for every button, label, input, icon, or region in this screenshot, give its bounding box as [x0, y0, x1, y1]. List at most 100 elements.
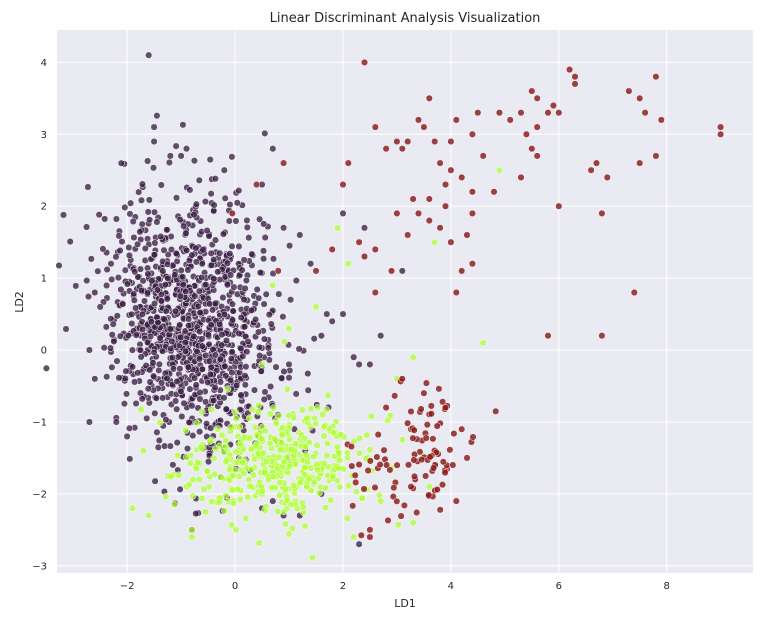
scatter-point-series-1 [237, 391, 245, 399]
scatter-point-series-1 [355, 360, 363, 368]
scatter-point-series-2 [263, 458, 271, 466]
scatter-point-series-1 [87, 255, 95, 263]
scatter-point-series-1 [241, 323, 249, 331]
scatter-point-series-1 [172, 397, 180, 405]
scatter-point-series-2 [287, 501, 295, 509]
scatter-point-series-2 [333, 476, 341, 485]
scatter-point-series-2 [224, 385, 232, 393]
scatter-point-series-1 [226, 201, 234, 209]
scatter-point-series-3 [360, 252, 369, 261]
scatter-point-series-1 [155, 360, 163, 368]
scatter-point-series-1 [188, 402, 196, 410]
scatter-point-series-1 [269, 145, 277, 153]
scatter-point-series-1 [183, 246, 191, 254]
scatter-point-series-3 [517, 173, 525, 181]
scatter-point-series-3 [366, 533, 374, 541]
scatter-point-series-1 [243, 348, 251, 356]
scatter-point-series-1 [198, 365, 206, 373]
scatter-point-series-3 [420, 123, 428, 131]
x-axis-ticks: −2 0 2 4 6 8 [120, 581, 670, 592]
scatter-point-series-1 [134, 240, 142, 248]
scatter-point-series-1 [132, 399, 140, 408]
scatter-point-series-1 [115, 232, 123, 240]
scatter-point-series-1 [196, 388, 204, 396]
scatter-point-series-1 [157, 232, 165, 241]
scatter-point-series-2 [323, 440, 332, 448]
scatter-point-series-3 [393, 209, 401, 217]
scatter-point-series-3 [449, 461, 457, 469]
scatter-point-series-1 [247, 306, 255, 314]
scatter-point-series-2 [261, 427, 269, 435]
scatter-point-series-1 [199, 246, 207, 254]
scatter-point-series-3 [555, 202, 563, 210]
scatter-point-series-3 [587, 166, 595, 174]
scatter-point-series-2 [271, 435, 279, 443]
scatter-point-series-1 [219, 230, 227, 238]
scatter-point-series-1 [287, 296, 295, 304]
scatter-point-series-3 [436, 224, 444, 232]
scatter-point-series-1 [119, 300, 127, 308]
scatter-point-series-2 [188, 526, 196, 534]
scatter-point-series-2 [253, 431, 261, 439]
scatter-point-series-2 [344, 260, 352, 268]
scatter-point-series-1 [112, 418, 120, 426]
scatter-point-series-1 [257, 367, 265, 375]
scatter-point-series-1 [117, 159, 125, 167]
scatter-point-series-2 [156, 419, 164, 427]
scatter-point-series-3 [625, 87, 633, 95]
scatter-point-series-2 [248, 406, 257, 414]
scatter-point-series-2 [479, 339, 487, 347]
scatter-point-series-1 [254, 328, 263, 336]
scatter-point-series-1 [117, 285, 125, 294]
scatter-point-series-2 [322, 504, 330, 512]
scatter-point-series-1 [149, 359, 157, 367]
scatter-point-series-3 [441, 404, 450, 412]
scatter-point-series-1 [339, 310, 347, 318]
scatter-point-series-1 [235, 242, 243, 250]
scatter-point-series-1 [225, 217, 233, 225]
scatter-point-series-2 [335, 464, 343, 473]
scatter-point-series-3 [446, 446, 454, 454]
scatter-point-series-2 [301, 463, 309, 472]
scatter-point-series-3 [355, 238, 363, 246]
scatter-point-series-1 [158, 379, 166, 387]
scatter-point-series-1 [216, 320, 224, 328]
scatter-point-series-3 [422, 472, 430, 480]
scatter-point-series-2 [333, 443, 341, 451]
scatter-point-series-3 [410, 472, 419, 480]
x-tick-label: 6 [556, 581, 562, 592]
scatter-point-series-1 [168, 337, 176, 345]
scatter-point-series-1 [178, 412, 186, 421]
scatter-point-series-1 [235, 329, 243, 338]
scatter-point-series-2 [240, 433, 248, 441]
scatter-point-series-2 [245, 414, 254, 422]
scatter-point-series-3 [425, 195, 433, 203]
scatter-point-series-1 [159, 394, 167, 402]
scatter-point-series-2 [312, 419, 320, 427]
scatter-point-series-1 [192, 258, 200, 266]
scatter-point-series-1 [255, 343, 263, 351]
scatter-point-series-2 [336, 456, 344, 464]
scatter-point-series-1 [196, 328, 204, 336]
scatter-point-series-3 [407, 483, 415, 491]
scatter-point-series-1 [153, 218, 161, 226]
scatter-point-series-2 [425, 483, 433, 491]
scatter-point-series-1 [126, 210, 134, 218]
scatter-point-series-1 [184, 266, 192, 274]
scatter-point-series-1 [280, 224, 288, 232]
scatter-point-series-2 [350, 533, 358, 541]
scatter-point-series-2 [248, 465, 256, 473]
scatter-point-series-1 [190, 157, 198, 165]
scatter-point-series-3 [409, 434, 417, 442]
scatter-point-series-1 [285, 360, 293, 368]
scatter-point-series-3 [441, 181, 450, 189]
scatter-point-series-2 [201, 508, 210, 516]
scatter-point-series-2 [334, 224, 342, 232]
scatter-point-series-1 [130, 290, 138, 298]
scatter-point-series-2 [145, 511, 153, 520]
scatter-point-series-3 [452, 288, 460, 297]
scatter-point-series-1 [218, 341, 226, 349]
scatter-point-series-1 [307, 260, 315, 268]
scatter-point-series-2 [320, 459, 328, 468]
scatter-point-series-1 [132, 304, 140, 312]
